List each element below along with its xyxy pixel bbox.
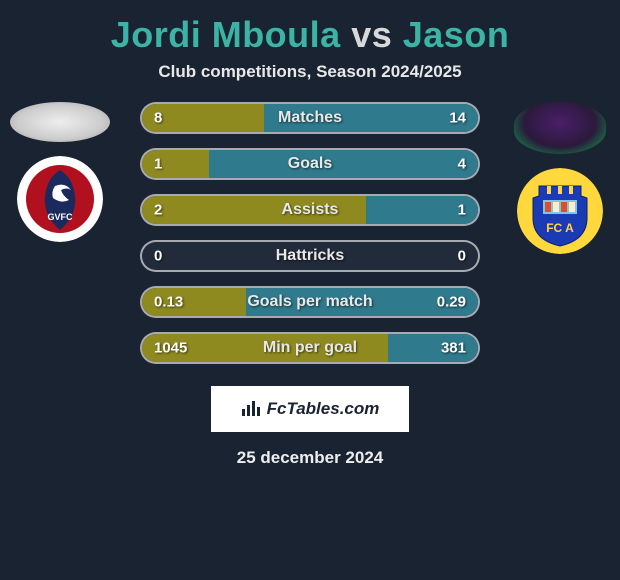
stat-label: Goals	[142, 155, 478, 173]
source-text: FcTables.com	[267, 399, 380, 419]
comparison-section: GVFC FC A 814Matches14Goals21Assists00Ha	[0, 102, 620, 364]
player1-avatar	[10, 102, 110, 142]
date-text: 25 december 2024	[0, 448, 620, 468]
title-player2: Jason	[403, 14, 510, 55]
player2-column: FC A	[500, 102, 620, 254]
title-vs: vs	[351, 14, 392, 55]
stat-row-assists: 21Assists	[140, 194, 480, 226]
stat-label: Matches	[142, 109, 478, 127]
player1-club-badge: GVFC	[17, 156, 103, 242]
subtitle: Club competitions, Season 2024/2025	[0, 62, 620, 102]
player1-column: GVFC	[0, 102, 120, 242]
club2-code: FC A	[546, 221, 574, 235]
page-title: Jordi Mboula vs Jason	[0, 0, 620, 62]
stat-row-hattricks: 00Hattricks	[140, 240, 480, 272]
club-badge-2-icon: FC A	[517, 168, 603, 254]
title-player1: Jordi Mboula	[111, 14, 341, 55]
chart-icon	[241, 399, 261, 420]
club1-code: GVFC	[47, 212, 73, 222]
club-badge-1-icon: GVFC	[17, 156, 103, 242]
stat-label: Goals per match	[142, 293, 478, 311]
source-link[interactable]: FcTables.com	[211, 386, 409, 432]
stat-label: Hattricks	[142, 247, 478, 265]
player2-club-badge: FC A	[517, 168, 603, 254]
stat-row-matches: 814Matches	[140, 102, 480, 134]
stat-label: Min per goal	[142, 339, 478, 357]
player2-avatar	[514, 102, 606, 154]
stat-rows: 814Matches 14Goals 21Assists 00Hattricks 0.1…	[140, 102, 480, 364]
stat-row-goals-per-match: 0.130.29Goals per match	[140, 286, 480, 318]
stat-label: Assists	[142, 201, 478, 219]
stat-row-goals: 14Goals	[140, 148, 480, 180]
stat-row-min-per-goal: 1045381Min per goal	[140, 332, 480, 364]
